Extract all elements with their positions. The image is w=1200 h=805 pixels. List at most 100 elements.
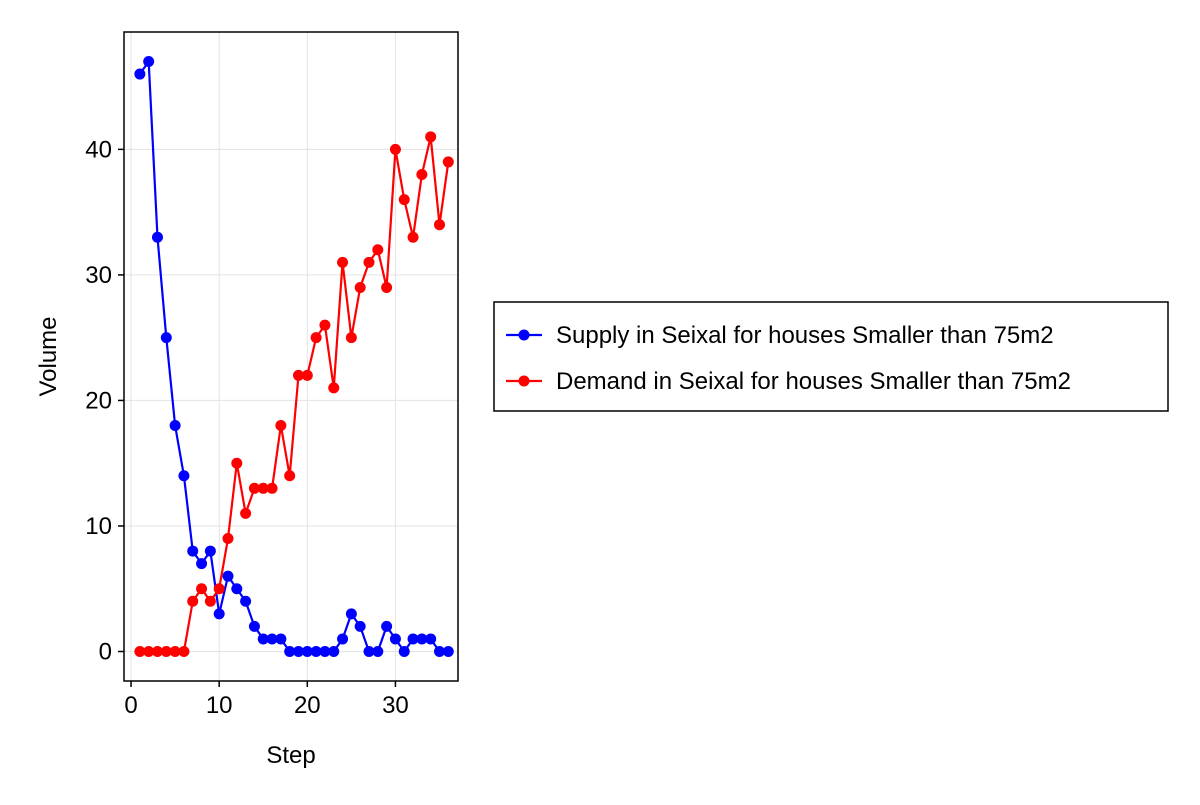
legend-item: Supply in Seixal for houses Smaller than… (506, 322, 1054, 349)
data-point (151, 231, 163, 243)
data-point (222, 570, 234, 582)
data-point (433, 219, 445, 231)
data-point (134, 646, 146, 657)
data-point (328, 646, 340, 657)
data-point (169, 646, 181, 657)
series-line (139, 135, 450, 653)
data-point (240, 595, 252, 607)
data-point (292, 646, 304, 657)
data-point (398, 194, 410, 206)
y-tick-label: 40 (85, 136, 112, 163)
data-point (284, 470, 296, 482)
data-point (257, 482, 269, 494)
data-point (178, 470, 190, 482)
data-point (134, 68, 146, 80)
data-point (416, 633, 428, 645)
legend-label: Supply in Seixal for houses Smaller than… (556, 322, 1054, 349)
legend-box (493, 301, 1169, 412)
series-supply (134, 56, 454, 657)
data-point (310, 646, 322, 657)
x-tick-label: 30 (382, 692, 409, 719)
x-tick-label: 10 (206, 692, 233, 719)
data-point (240, 507, 252, 519)
data-point (310, 332, 322, 344)
data-point (425, 131, 437, 143)
legend-marker (518, 329, 530, 341)
series-line (138, 60, 449, 653)
series-demand (134, 131, 454, 657)
data-point (160, 332, 172, 344)
data-point (143, 56, 155, 67)
data-point (196, 558, 208, 570)
data-point (319, 319, 331, 331)
data-point (187, 595, 199, 607)
data-point (169, 420, 181, 432)
data-point (381, 620, 393, 632)
data-point (442, 156, 454, 168)
data-point (328, 382, 340, 394)
data-point (345, 332, 357, 344)
data-point (425, 633, 437, 645)
data-point (275, 420, 287, 432)
legend: Supply in Seixal for houses Smaller than… (493, 301, 1169, 412)
data-point (204, 595, 216, 607)
series-layer (134, 56, 454, 657)
data-point (354, 620, 366, 632)
x-tick-label: 20 (294, 692, 321, 719)
plot-frame (123, 31, 459, 682)
y-axis-label: Volume (35, 316, 62, 396)
legend-item: Demand in Seixal for houses Smaller than… (506, 368, 1071, 395)
data-point (433, 646, 445, 657)
data-point (407, 633, 419, 645)
x-axis-label: Step (266, 742, 315, 769)
data-point (257, 633, 269, 645)
data-point (345, 608, 357, 620)
data-point (398, 646, 410, 657)
data-point (178, 646, 190, 657)
data-point (204, 545, 216, 557)
legend-marker (518, 375, 530, 387)
data-point (151, 646, 163, 657)
axis-ticks: 0 10 20 30 0 10 20 30 40 (85, 136, 408, 719)
gridlines (124, 32, 458, 681)
y-tick-label: 0 (99, 639, 112, 666)
data-point (160, 646, 172, 657)
data-point (442, 646, 454, 657)
data-point (363, 256, 375, 268)
data-point (143, 646, 155, 657)
data-point (213, 608, 225, 620)
data-point (407, 231, 419, 243)
data-point (196, 583, 208, 595)
data-point (381, 281, 393, 293)
data-point (319, 646, 331, 657)
x-tick-label: 0 (124, 692, 137, 719)
data-point (292, 369, 304, 381)
data-point (416, 168, 428, 180)
data-point (266, 633, 278, 645)
data-point (231, 583, 243, 595)
data-point (213, 583, 225, 595)
data-point (284, 646, 296, 657)
data-point (266, 482, 278, 494)
data-point (389, 633, 401, 645)
data-point (337, 633, 349, 645)
data-point (275, 633, 287, 645)
data-point (372, 646, 384, 657)
data-point (372, 244, 384, 256)
data-point (337, 256, 349, 268)
data-point (187, 545, 199, 557)
data-point (363, 646, 375, 657)
data-point (301, 369, 313, 381)
data-point (248, 620, 260, 632)
y-tick-label: 20 (85, 387, 112, 414)
y-tick-label: 10 (85, 513, 112, 540)
data-point (354, 281, 366, 293)
data-point (248, 482, 260, 494)
y-tick-label: 30 (85, 262, 112, 289)
legend-label: Demand in Seixal for houses Smaller than… (556, 368, 1071, 395)
data-point (301, 646, 313, 657)
data-point (222, 533, 234, 545)
data-point (389, 143, 401, 155)
